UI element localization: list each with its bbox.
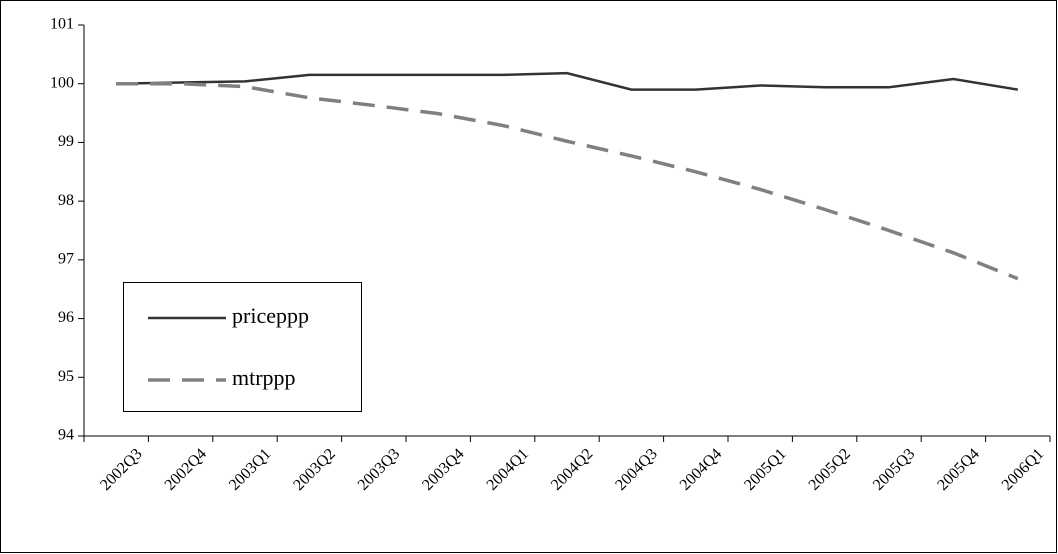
y-tick-label: 98 xyxy=(58,192,74,209)
series-line xyxy=(116,81,1019,281)
y-tick-label: 94 xyxy=(58,427,74,444)
series-line xyxy=(116,71,1019,91)
y-tick-label: 101 xyxy=(50,16,74,33)
y-tick-label: 95 xyxy=(58,368,74,385)
y-tick-label: 96 xyxy=(58,309,74,326)
y-tick-label: 99 xyxy=(58,133,74,150)
y-tick-label: 97 xyxy=(58,251,74,268)
legend-label: priceppp xyxy=(232,303,309,328)
legend-box xyxy=(123,282,362,412)
y-tick-label: 100 xyxy=(50,74,74,91)
legend-label: mtrppp xyxy=(232,365,296,390)
